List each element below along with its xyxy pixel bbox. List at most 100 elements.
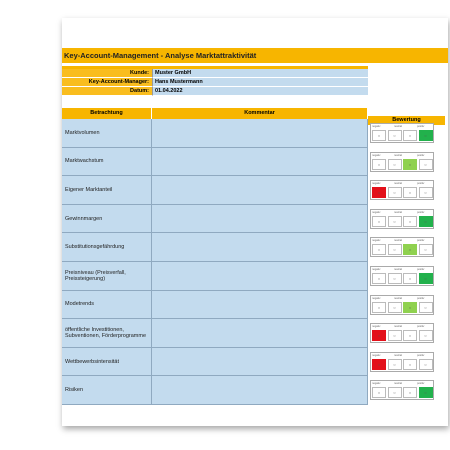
rating-cell: ○ bbox=[403, 244, 417, 256]
rating-cell: ○ bbox=[403, 130, 417, 141]
scale-label: neutral bbox=[394, 125, 402, 128]
scale-label: negativ bbox=[372, 153, 381, 157]
rating-cell: ○ bbox=[387, 187, 402, 199]
rating-cell: ○ bbox=[387, 387, 402, 399]
column-header: Betrachtung bbox=[62, 108, 152, 119]
rating-cell: ○ bbox=[387, 301, 402, 313]
rating-cell: ○ bbox=[418, 387, 433, 399]
rating-cell: ○ bbox=[403, 387, 417, 399]
row-label: Wettbewerbsintensität bbox=[62, 347, 152, 377]
rating-cell: ○ bbox=[418, 301, 433, 313]
scale-label: positiv bbox=[417, 296, 425, 300]
scale-label: neutral bbox=[394, 296, 402, 300]
rating-cell: ○ bbox=[403, 358, 417, 370]
scale-label: neutral bbox=[394, 153, 402, 157]
row-label: Eigener Marktanteil bbox=[62, 176, 152, 205]
scale-label: negativ bbox=[372, 296, 381, 300]
scale-label: positiv bbox=[417, 239, 425, 243]
scale-label: negativ bbox=[372, 325, 381, 329]
rating-widget: negativ neutral positiv ○ ○ ○ ○ bbox=[370, 123, 434, 143]
rating-cell: ○ bbox=[372, 130, 386, 141]
rating-cell: ○ bbox=[418, 330, 433, 342]
rating-widget: negativ neutral positiv ○ ○ ○ ○ bbox=[370, 380, 434, 401]
scale-label: positiv bbox=[417, 182, 425, 186]
column-header: Bewertung bbox=[368, 116, 446, 125]
rating-cell: ○ bbox=[418, 158, 433, 170]
comment-cell bbox=[152, 376, 368, 405]
scale-label: positiv bbox=[417, 210, 425, 214]
scale-label: neutral bbox=[394, 210, 402, 214]
rating-cell: ○ bbox=[387, 215, 402, 227]
rating-cell: ○ bbox=[418, 130, 433, 141]
row-label: Marktwachstum bbox=[62, 147, 152, 177]
comment-cell bbox=[152, 319, 368, 348]
row-label: Modetrends bbox=[62, 290, 152, 320]
comment-cell bbox=[152, 233, 368, 262]
column-header: Kommentar bbox=[152, 108, 368, 119]
comment-cell bbox=[152, 347, 368, 377]
scale-label: neutral bbox=[394, 239, 402, 243]
scale-label: negativ bbox=[372, 125, 381, 128]
rating-cell: ○ bbox=[372, 387, 386, 399]
info-label: Kunde: bbox=[62, 69, 152, 78]
rating-cell: ○ bbox=[418, 358, 433, 370]
rating-cell: ○ bbox=[387, 330, 402, 342]
scale-label: negativ bbox=[372, 210, 381, 214]
rating-cell: ○ bbox=[418, 215, 433, 227]
info-value: Muster GmbH bbox=[152, 69, 368, 78]
scale-label: positiv bbox=[417, 125, 425, 128]
rating-widget: negativ neutral positiv ○ ○ ○ ○ bbox=[370, 266, 434, 286]
scale-label: positiv bbox=[417, 153, 425, 157]
rating-cell: ○ bbox=[418, 187, 433, 199]
scale-label: neutral bbox=[394, 353, 402, 357]
comment-cell bbox=[152, 147, 368, 177]
row-label: Risiken bbox=[62, 376, 152, 405]
sheet: Key-Account-Management - Analyse Marktat… bbox=[62, 18, 448, 426]
rating-cell: ○ bbox=[403, 301, 417, 313]
rating-cell: ○ bbox=[372, 301, 386, 313]
info-value: 01.04.2022 bbox=[152, 87, 368, 96]
rating-widget: negativ neutral positiv ○ ○ ○ ○ bbox=[370, 351, 434, 372]
scale-label: negativ bbox=[372, 239, 381, 243]
title: Key-Account-Management - Analyse Marktat… bbox=[62, 48, 448, 63]
rating-cell: ○ bbox=[372, 330, 386, 342]
comment-cell bbox=[152, 262, 368, 291]
scale-label: neutral bbox=[394, 268, 402, 271]
row-label: öffentliche Investitionen, Subventionen,… bbox=[62, 319, 152, 348]
scale-label: negativ bbox=[372, 382, 381, 386]
info-value: Hans Mustermann bbox=[152, 78, 368, 87]
rating-cell: ○ bbox=[403, 158, 417, 170]
info-label: Datum: bbox=[62, 87, 152, 96]
rating-widget: negativ neutral positiv ○ ○ ○ ○ bbox=[370, 180, 434, 201]
rating-cell: ○ bbox=[387, 158, 402, 170]
rating-cell: ○ bbox=[372, 244, 386, 256]
scale-label: neutral bbox=[394, 182, 402, 186]
rating-widget: negativ neutral positiv ○ ○ ○ ○ bbox=[370, 208, 434, 229]
scale-label: negativ bbox=[372, 353, 381, 357]
rating-cell: ○ bbox=[418, 244, 433, 256]
comment-cell bbox=[152, 290, 368, 320]
rating-cell: ○ bbox=[403, 215, 417, 227]
rating-cell: ○ bbox=[387, 358, 402, 370]
row-label: Preisniveau (Preisverfall, Preissteigeru… bbox=[62, 262, 152, 291]
scale-label: positiv bbox=[417, 268, 425, 271]
scale-label: positiv bbox=[417, 325, 425, 329]
rating-cell: ○ bbox=[403, 273, 417, 284]
comment-cell bbox=[152, 119, 368, 148]
rating-widget: negativ neutral positiv ○ ○ ○ ○ bbox=[370, 151, 434, 172]
rating-cell: ○ bbox=[387, 273, 402, 284]
rating-cell: ○ bbox=[387, 130, 402, 141]
rating-cell: ○ bbox=[372, 273, 386, 284]
rating-cell: ○ bbox=[372, 158, 386, 170]
rating-cell: ○ bbox=[418, 273, 433, 284]
scale-label: neutral bbox=[394, 325, 402, 329]
rating-widget: negativ neutral positiv ○ ○ ○ ○ bbox=[370, 294, 434, 315]
rating-cell: ○ bbox=[403, 330, 417, 342]
info-strip bbox=[62, 66, 368, 69]
scale-label: neutral bbox=[394, 382, 402, 386]
rating-widget: negativ neutral positiv ○ ○ ○ ○ bbox=[370, 237, 434, 258]
rating-cell: ○ bbox=[403, 187, 417, 199]
rating-widget: negativ neutral positiv ○ ○ ○ ○ bbox=[370, 323, 434, 344]
scale-label: negativ bbox=[372, 268, 381, 271]
